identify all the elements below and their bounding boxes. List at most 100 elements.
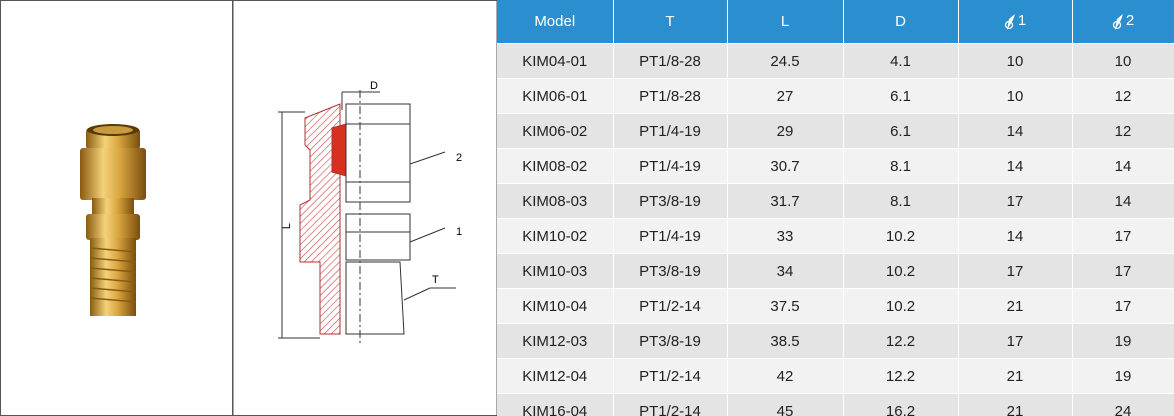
table-cell: 17 [1072, 288, 1174, 324]
table-cell: 19 [1072, 358, 1174, 394]
table-cell: PT1/2-14 [613, 358, 728, 394]
table-cell: 17 [958, 323, 1073, 359]
header-text: D [895, 13, 906, 30]
table-cell: KIM08-02 [497, 148, 614, 184]
table-cell: 27 [727, 78, 844, 114]
table-row: KIM12-03 PT3/8-19 38.5 12.2 17 19 [497, 323, 1174, 359]
table-cell: 21 [958, 358, 1073, 394]
table-cell: 12.2 [843, 323, 959, 359]
table-cell: PT1/8-28 [613, 43, 728, 79]
header-cell: L [727, 0, 844, 44]
header-text: T [665, 13, 675, 30]
table-row: KIM04-01 PT1/8-28 24.5 4.1 10 10 [497, 43, 1174, 79]
table-cell: 6.1 [843, 78, 959, 114]
header-cell: Model [497, 0, 614, 44]
table-row: KIM10-03 PT3/8-19 34 10.2 17 17 [497, 253, 1174, 289]
table-cell: 14 [1072, 183, 1174, 219]
table-cell: 24.5 [727, 43, 844, 79]
table-cell: 10 [958, 78, 1073, 114]
table-cell: KIM06-01 [497, 78, 614, 114]
dim-l: L [281, 223, 293, 229]
table-cell: 17 [958, 183, 1073, 219]
table-cell: 17 [1072, 253, 1174, 289]
table-cell: 8.1 [843, 183, 959, 219]
table-cell: 21 [958, 288, 1073, 324]
table-cell: 10 [1072, 43, 1174, 79]
table-cell: KIM10-04 [497, 288, 614, 324]
table-cell: 34 [727, 253, 844, 289]
header-text: Model [534, 13, 576, 30]
table-cell: 14 [958, 218, 1073, 254]
figures: D L T 2 1 [0, 0, 497, 416]
table-row: KIM16-04 PT1/2-14 45 16.2 21 24 [497, 393, 1174, 416]
table-cell: 10 [958, 43, 1073, 79]
table-cell: KIM08-03 [497, 183, 614, 219]
table-cell: 45 [727, 393, 844, 416]
table-cell: KIM10-02 [497, 218, 614, 254]
table-cell: 10.2 [843, 288, 959, 324]
table-cell: 42 [727, 358, 844, 394]
table-cell: PT3/8-19 [613, 323, 728, 359]
dim-d: D [370, 80, 378, 92]
table-cell: 33 [727, 218, 844, 254]
table-cell: KIM10-03 [497, 253, 614, 289]
table-cell: KIM12-03 [497, 323, 614, 359]
table-cell: 31.7 [727, 183, 844, 219]
table-cell: PT3/8-19 [613, 253, 728, 289]
table-cell: 10.2 [843, 218, 959, 254]
table-row: KIM06-01 PT1/8-28 27 6.1 10 12 [497, 78, 1174, 114]
header-cell: 2 [1072, 0, 1174, 44]
table-cell: 14 [1072, 148, 1174, 184]
table-cell: 12 [1072, 113, 1174, 149]
table-cell: PT1/8-28 [613, 78, 728, 114]
table-row: KIM10-04 PT1/2-14 37.5 10.2 21 17 [497, 288, 1174, 324]
table-cell: PT1/2-14 [613, 288, 728, 324]
table-cell: 14 [958, 148, 1073, 184]
table-cell: KIM12-04 [497, 358, 614, 394]
table-cell: 16.2 [843, 393, 959, 416]
table-cell: 29 [727, 113, 844, 149]
diameter-icon [1004, 13, 1015, 30]
technical-drawing [278, 90, 456, 345]
table-cell: 6.1 [843, 113, 959, 149]
table-cell: PT1/4-19 [613, 218, 728, 254]
table-cell: 17 [958, 253, 1073, 289]
header-text: 1 [1017, 12, 1027, 30]
table-row: KIM12-04 PT1/2-14 42 12.2 21 19 [497, 358, 1174, 394]
table-cell: 30.7 [727, 148, 844, 184]
header-text: L [780, 13, 790, 30]
header-row: Model T L D 1 2 [497, 0, 1174, 44]
header-cell: D [843, 0, 959, 44]
table-cell: 14 [958, 113, 1073, 149]
table-cell: 21 [958, 393, 1073, 416]
table-cell: KIM16-04 [497, 393, 614, 416]
table-cell: 8.1 [843, 148, 959, 184]
table-row: KIM06-02 PT1/4-19 29 6.1 14 12 [497, 113, 1174, 149]
table-cell: 19 [1072, 323, 1174, 359]
table-cell: 38.5 [727, 323, 844, 359]
table-cell: 4.1 [843, 43, 959, 79]
table-row: KIM10-02 PT1/4-19 33 10.2 14 17 [497, 218, 1174, 254]
diameter-icon [1112, 13, 1123, 30]
spec-table: Model T L D 1 2 KIM04-01 PT1/8-28 24.5 4.1 10 10 KI… [497, 0, 1174, 416]
header-cell: 1 [958, 0, 1073, 44]
table-cell: 37.5 [727, 288, 844, 324]
dim-d1: 1 [456, 226, 462, 238]
product-photo [80, 124, 146, 316]
header-cell: T [613, 0, 728, 44]
dim-t: T [432, 274, 439, 286]
header-text: 2 [1125, 12, 1135, 30]
table-cell: KIM06-02 [497, 113, 614, 149]
table-row: KIM08-02 PT1/4-19 30.7 8.1 14 14 [497, 148, 1174, 184]
table-cell: 10.2 [843, 253, 959, 289]
table-cell: PT1/4-19 [613, 113, 728, 149]
table-cell: PT1/2-14 [613, 393, 728, 416]
table-cell: PT3/8-19 [613, 183, 728, 219]
dim-d2: 2 [456, 152, 462, 164]
table-cell: 12.2 [843, 358, 959, 394]
table-cell: 17 [1072, 218, 1174, 254]
drawing-frame [232, 0, 497, 416]
table-cell: PT1/4-19 [613, 148, 728, 184]
table-cell: 12 [1072, 78, 1174, 114]
